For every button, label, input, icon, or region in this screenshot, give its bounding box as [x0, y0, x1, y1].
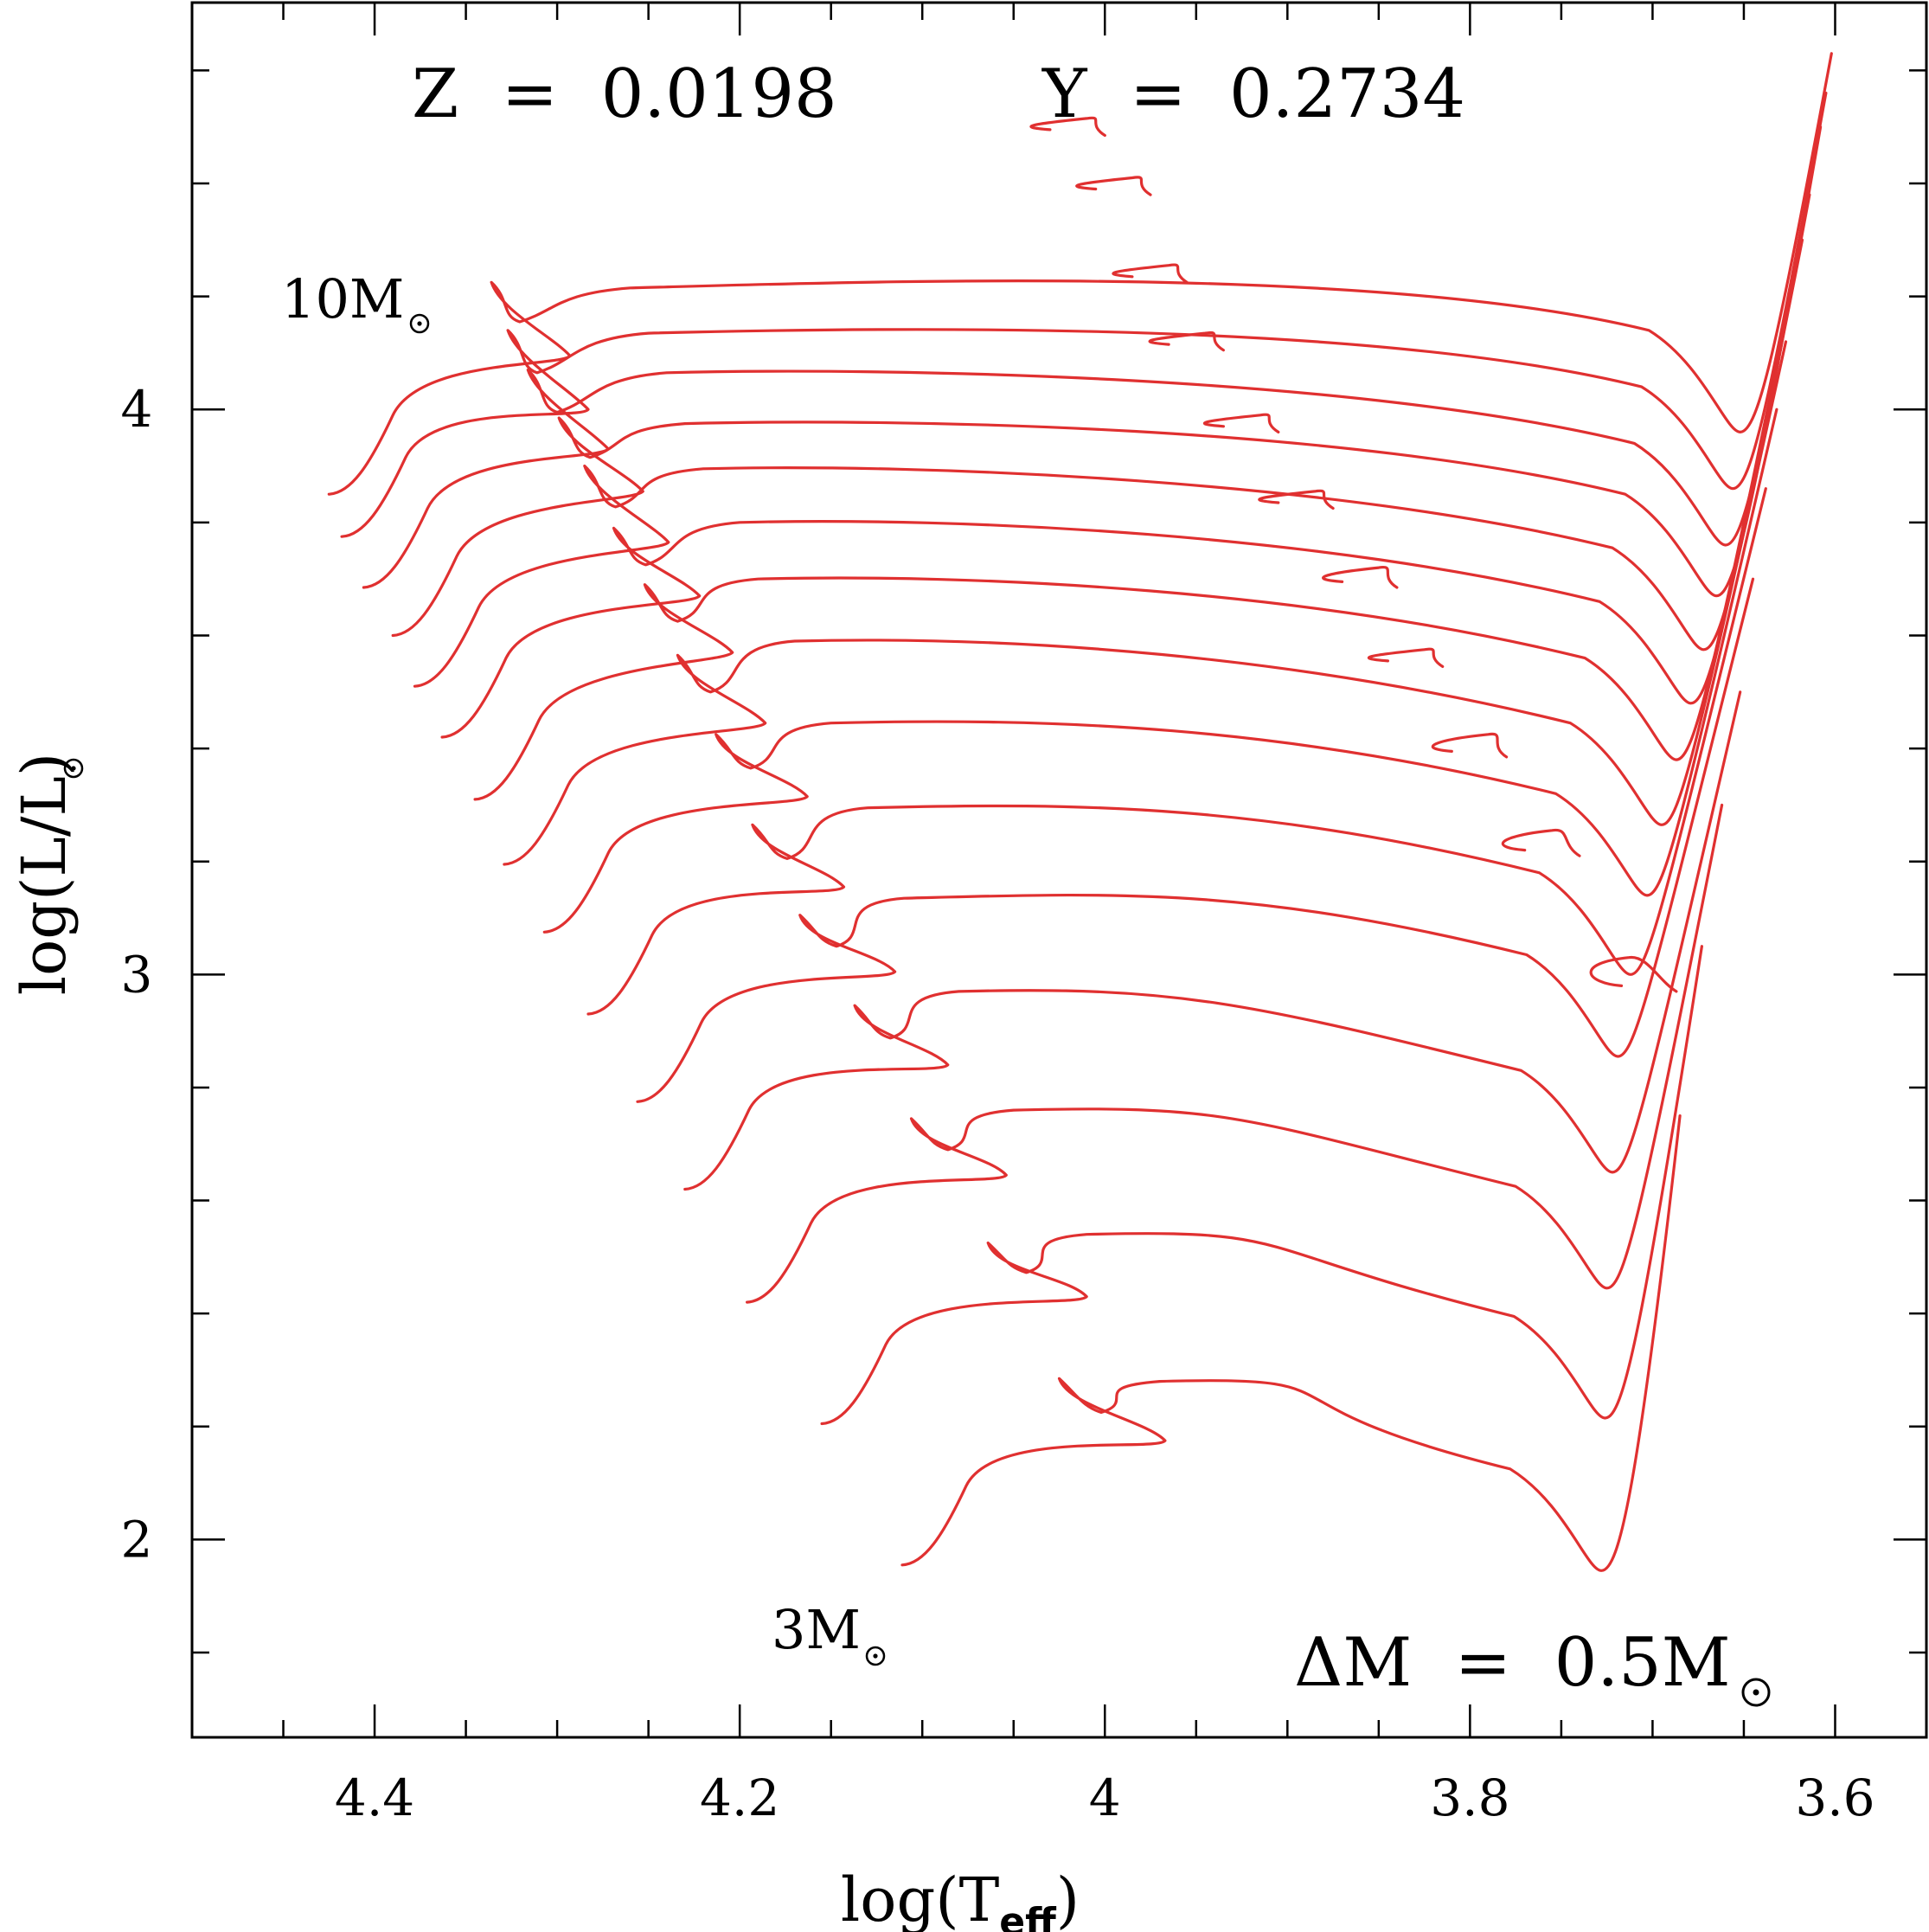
- blue-loop: [1367, 647, 1445, 668]
- sun-symbol-dot: [873, 1653, 878, 1659]
- chart-title-z: Z = 0.0198: [412, 55, 837, 133]
- x-tick-label: 4.4: [335, 1768, 414, 1827]
- plot-frame: [190, 1, 1928, 1739]
- x-axis-label: log(Teff): [841, 1865, 1080, 1932]
- blue-loop: [1589, 956, 1678, 993]
- evolutionary-track: [391, 153, 1817, 638]
- evolutionary-track: [820, 945, 1703, 1426]
- x-tick-label: 3.6: [1795, 1768, 1875, 1827]
- evolutionary-track: [683, 690, 1742, 1191]
- chart-title-y: Y = 0.2734: [1041, 55, 1465, 133]
- blue-loop: [1029, 116, 1106, 138]
- sun-symbol-icon: [865, 1646, 886, 1666]
- sun-symbol-dot: [1753, 1689, 1759, 1696]
- evolutionary-track: [542, 408, 1778, 934]
- evolutionary-track: [900, 1114, 1682, 1572]
- sun-symbol-icon: [409, 313, 430, 334]
- evolutionary-track: [340, 91, 1828, 538]
- evolutionary-track: [327, 52, 1833, 496]
- axis-ticks: [192, 3, 1928, 1737]
- y-axis-label-main: log(L/L: [9, 776, 80, 995]
- blue-loop: [1322, 565, 1399, 589]
- evolutionary-track: [503, 340, 1788, 866]
- evolutionary-track: [440, 238, 1804, 739]
- y-tick-labels: 4 3 2: [121, 380, 153, 1569]
- evolutionary-track: [473, 283, 1795, 801]
- blue-loop: [1112, 263, 1189, 284]
- evolutionary-track: [636, 577, 1755, 1103]
- delta-m-text: ΔM = 0.5M: [1294, 1624, 1731, 1702]
- blue-loop: [1431, 732, 1509, 759]
- y-tick-label: 2: [121, 1510, 153, 1569]
- x-tick-label: 4.2: [700, 1768, 779, 1827]
- x-axis-label-close: ): [1056, 1865, 1080, 1932]
- evolutionary-tracks: [327, 52, 1833, 1572]
- sun-symbol-dot: [71, 766, 76, 771]
- x-tick-labels: 4.4 4.2 4 3.8 3.6: [335, 1768, 1875, 1827]
- evolutionary-track: [362, 125, 1823, 589]
- x-axis-label-sub: eff: [999, 1900, 1057, 1932]
- blue-loop: [1202, 413, 1280, 433]
- sun-symbol-dot: [417, 321, 422, 326]
- top-mass-text: 10M: [281, 267, 404, 331]
- sun-symbol-icon: [1741, 1678, 1771, 1707]
- svg-text:log(L/L): log(L/L): [9, 753, 80, 996]
- bottom-mass-text: 3M: [772, 1598, 861, 1661]
- svg-text:log(Teff): log(Teff): [841, 1865, 1080, 1932]
- y-tick-label: 3: [121, 945, 153, 1004]
- bottom-mass-label: 3M: [772, 1598, 886, 1666]
- evolutionary-track: [586, 487, 1767, 1016]
- evolutionary-track: [413, 193, 1811, 688]
- x-axis-label-main: log(T: [841, 1865, 999, 1932]
- blue-loop: [1501, 828, 1581, 857]
- delta-m-label: ΔM = 0.5M: [1294, 1624, 1771, 1707]
- x-tick-label: 3.8: [1430, 1768, 1509, 1827]
- y-axis-label-close: ): [9, 753, 80, 776]
- x-tick-label: 4: [1089, 1768, 1121, 1827]
- y-axis-label: log(L/L): [9, 753, 84, 996]
- blue-loop: [1075, 176, 1152, 196]
- evolutionary-track: [746, 803, 1724, 1304]
- sun-symbol-icon: [63, 758, 84, 779]
- y-tick-label: 4: [121, 380, 153, 439]
- top-mass-label: 10M: [281, 267, 430, 334]
